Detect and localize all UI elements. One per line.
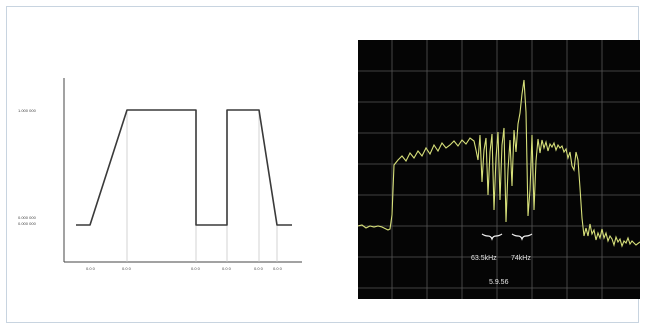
x-label: 0.0 0 [222, 266, 232, 271]
left-bandwidth-label: 63.5kHz [471, 255, 497, 262]
y-label-mid: 0.000 000 [18, 215, 37, 220]
x-label: 0.0 0 [254, 266, 264, 271]
x-label: 0.0 0 [86, 266, 96, 271]
x-label: 0.0 0 [122, 266, 132, 271]
x-label: 0.0 0 [273, 266, 283, 271]
y-label-low: 0.000 000 [18, 221, 37, 226]
y-label-top: 1.000 000 [18, 108, 37, 113]
spectrum-analyzer-display: 63.5kHz 74kHz 5.9.56 [358, 40, 640, 299]
right-bandwidth-bracket [511, 233, 533, 241]
spectrum-grid [358, 40, 640, 299]
center-label: 5.9.56 [489, 279, 509, 286]
spectrum-trace [358, 79, 640, 248]
left-bandwidth-bracket [481, 233, 503, 241]
x-label: 0.0 0 [191, 266, 201, 271]
trapezoid-envelope-diagram: 1.000 000 0.000 000 0.000 000 0.0 0 0.0 … [18, 78, 302, 271]
right-bandwidth-label: 74kHz [511, 255, 531, 262]
envelope-trace [76, 109, 292, 226]
